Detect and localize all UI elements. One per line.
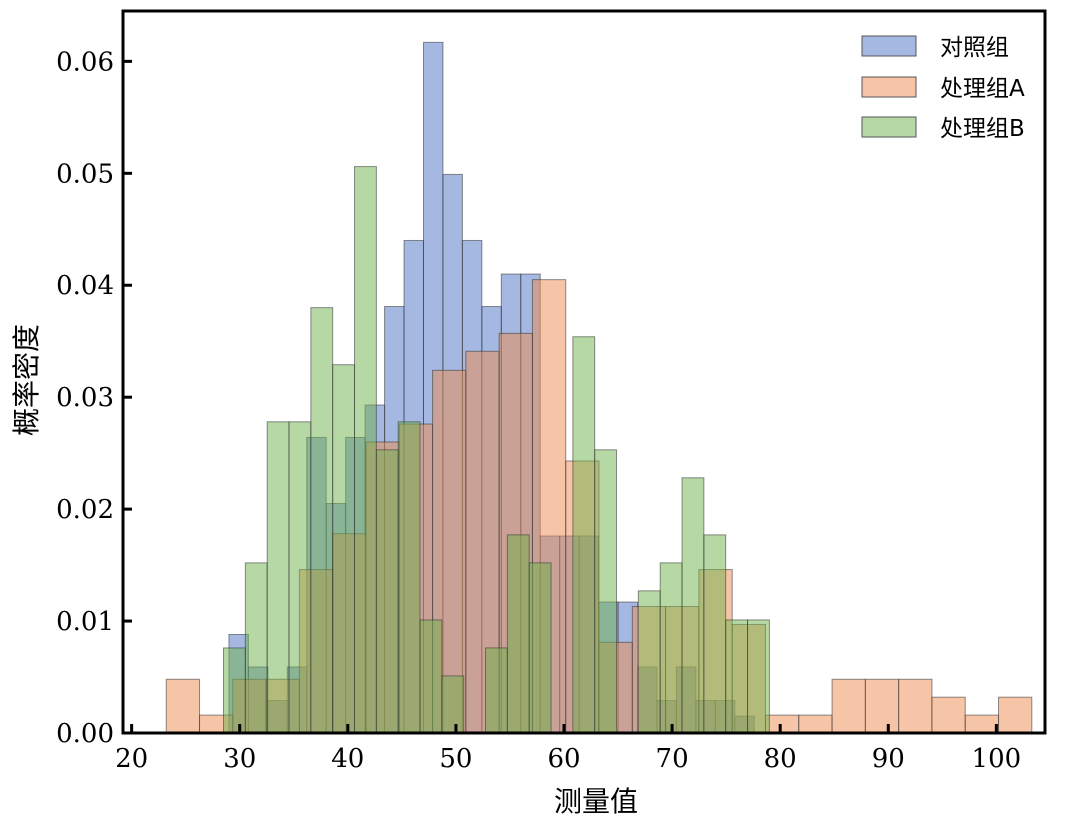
bar-treatment-b (659, 562, 683, 734)
legend-label-control: 对照组 (940, 35, 1009, 61)
bar-treatment-a (864, 678, 900, 734)
y-tick-label: 0.02 (56, 495, 114, 525)
series-treatment-b (223, 166, 770, 734)
x-tick-label: 80 (764, 744, 797, 774)
x-tick-label: 60 (547, 744, 580, 774)
x-tick-label: 90 (872, 744, 905, 774)
bar-treatment-a (831, 678, 866, 734)
y-tick-label: 0.00 (56, 719, 114, 749)
bar-treatment-b (506, 534, 530, 734)
bar-treatment-b (681, 477, 705, 734)
bar-treatment-b (485, 647, 508, 734)
bar-treatment-b (572, 336, 596, 734)
bar-treatment-b (528, 562, 552, 734)
bar-treatment-a (165, 678, 201, 734)
bar-treatment-b (419, 619, 443, 734)
x-tick-label: 30 (223, 744, 256, 774)
bar-treatment-b (375, 449, 399, 734)
legend-label-treatment-a: 处理组A (940, 76, 1025, 102)
histogram-bars (165, 41, 1033, 734)
x-axis-ticks: 20 30 40 50 60 70 80 90 100 (115, 724, 1021, 774)
x-axis-title: 测量值 (554, 785, 638, 818)
bar-treatment-b (637, 590, 661, 734)
bar-treatment-b (223, 647, 246, 734)
x-tick-label: 50 (439, 744, 472, 774)
bar-treatment-b (244, 562, 268, 734)
bar-treatment-a (798, 714, 833, 734)
x-tick-label: 70 (656, 744, 689, 774)
legend-swatch-treatment-a (861, 76, 917, 98)
y-tick-label: 0.01 (56, 607, 114, 637)
legend-swatch-control (861, 35, 917, 57)
y-axis-ticks: 0.00 0.01 0.02 0.03 0.04 0.05 0.06 (56, 47, 132, 749)
y-axis-title: 概率密度 (10, 324, 43, 436)
y-tick-label: 0.06 (56, 47, 114, 77)
bar-treatment-a (964, 714, 1000, 734)
y-tick-label: 0.04 (56, 271, 114, 301)
bar-treatment-b (441, 675, 465, 734)
y-tick-label: 0.05 (56, 159, 114, 189)
bar-treatment-a (998, 696, 1033, 734)
x-tick-label: 20 (115, 744, 148, 774)
legend-swatch-treatment-b (861, 116, 917, 138)
bar-treatment-a (931, 696, 966, 734)
bar-treatment-b (288, 421, 312, 734)
bar-treatment-b (266, 421, 290, 734)
legend: 对照组 处理组A 处理组B (861, 35, 1025, 142)
bar-treatment-b (594, 449, 618, 734)
bar-treatment-a (764, 714, 800, 734)
legend-label-treatment-b: 处理组B (940, 116, 1025, 142)
x-tick-label: 100 (972, 744, 1022, 774)
y-tick-label: 0.03 (56, 383, 114, 413)
bar-treatment-b (354, 166, 377, 734)
bar-treatment-b (725, 619, 749, 734)
bar-treatment-b (310, 307, 334, 734)
bar-treatment-b (747, 619, 770, 734)
x-tick-label: 40 (331, 744, 364, 774)
bar-treatment-b (703, 534, 727, 734)
plot-frame (121, 9, 1047, 735)
bar-treatment-b (332, 364, 356, 734)
bar-treatment-b (397, 421, 421, 734)
bar-treatment-a (898, 678, 933, 734)
